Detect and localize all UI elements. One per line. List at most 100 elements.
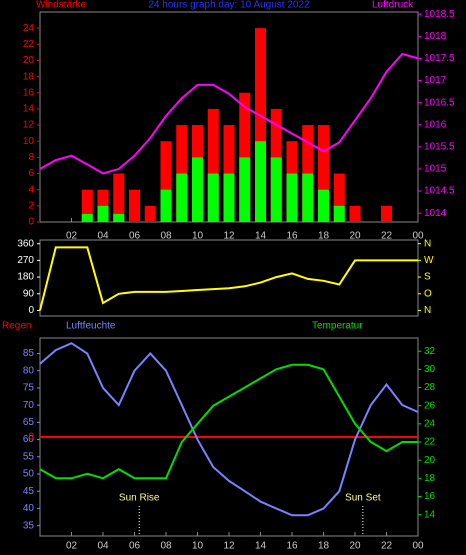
bar [191, 157, 204, 222]
x-tick-label: 16 [286, 541, 298, 552]
y-tick-label: 75 [23, 383, 35, 394]
y2-tick-label: N [424, 305, 431, 316]
y2-tick-label: W [424, 255, 434, 266]
y-tick-label: 360 [17, 238, 34, 249]
y-tick-label: 270 [17, 255, 34, 266]
x-tick-label: 16 [286, 231, 298, 242]
bar [223, 125, 235, 222]
series-line [39, 52, 419, 175]
x-tick-label: 20 [349, 231, 361, 242]
bar [302, 173, 314, 222]
x-tick-label: 22 [381, 541, 393, 552]
y2-tick-label: 1016.5 [424, 97, 455, 108]
bar [286, 173, 298, 222]
y2-tick-label: 1015.5 [424, 141, 455, 152]
bar [160, 189, 172, 222]
bar [176, 125, 188, 222]
bar [254, 141, 267, 222]
bar [128, 189, 141, 222]
x-tick-label: 12 [223, 541, 235, 552]
y-tick-label: 18 [23, 71, 35, 82]
annotation: Sun Rise [119, 493, 160, 504]
y-tick-label: 35 [23, 520, 35, 531]
y2-tick-label: 24 [424, 418, 436, 429]
series-line [39, 342, 419, 517]
x-tick-label: 04 [97, 231, 109, 242]
y-tick-label: 8 [28, 152, 34, 163]
y-tick-label: 180 [17, 272, 34, 283]
bar [270, 157, 282, 222]
bar [223, 173, 235, 222]
y-tick-label: 40 [23, 503, 35, 514]
bar [254, 28, 267, 223]
y-tick-label: 14 [23, 104, 35, 115]
x-tick-label: 06 [129, 541, 141, 552]
x-tick-label: 02 [66, 541, 78, 552]
series-line [39, 363, 418, 480]
x-tick-label: 10 [192, 541, 204, 552]
y-tick-label: 0 [28, 305, 34, 316]
y2-tick-label: 1014.5 [424, 186, 455, 197]
series-name: Temperatur [312, 321, 363, 332]
y-tick-label: 20 [23, 55, 35, 66]
y-tick-label: 85 [23, 348, 35, 359]
y-tick-label: 0 [28, 217, 34, 228]
bar [239, 157, 251, 222]
annotation: Sun Set [345, 493, 381, 504]
x-tick-label: 00 [412, 541, 424, 552]
y2-tick-label: 22 [424, 437, 436, 448]
bar [97, 205, 109, 222]
y-tick-label: 24 [23, 23, 35, 34]
x-tick-label: 22 [381, 231, 393, 242]
y2-tick-label: 20 [424, 455, 436, 466]
bar [380, 205, 393, 222]
y2-tick-label: S [424, 272, 431, 283]
y-tick-label: 45 [23, 486, 35, 497]
y2-tick-label: 1015 [424, 164, 447, 175]
y-tick-label: 90 [23, 288, 35, 299]
y2-tick-label: 1018 [424, 31, 447, 42]
y-tick-label: 50 [23, 469, 35, 480]
y2-tick-label: 30 [424, 364, 436, 375]
series-name: Windstärke [36, 0, 86, 11]
bar [113, 173, 125, 222]
series-name: Luftdruck [372, 0, 414, 11]
x-tick-label: 20 [349, 541, 361, 552]
y2-tick-label: 28 [424, 382, 436, 393]
series-line [39, 246, 418, 311]
x-tick-label: 08 [160, 541, 172, 552]
x-tick-label: 08 [160, 231, 172, 242]
y2-tick-label: 16 [424, 491, 436, 502]
bar [176, 173, 188, 222]
series-name: Luftfeuchte [66, 321, 116, 332]
bar [207, 108, 219, 222]
y-tick-label: 2 [28, 200, 34, 211]
y2-tick-label: 32 [424, 346, 436, 357]
x-tick-label: 10 [192, 231, 204, 242]
y2-tick-label: 1016 [424, 119, 447, 130]
series-name: Regen [2, 321, 31, 332]
y-tick-label: 4 [28, 184, 34, 195]
x-tick-label: 18 [318, 231, 330, 242]
y-tick-label: 16 [23, 87, 35, 98]
bar [113, 213, 125, 222]
y-tick-label: 65 [23, 417, 35, 428]
bar [333, 173, 345, 222]
y-tick-label: 70 [23, 400, 35, 411]
x-tick-label: 14 [255, 541, 267, 552]
y-tick-label: 10 [23, 136, 35, 147]
y2-tick-label: 1014 [424, 208, 447, 219]
x-tick-label: 04 [97, 541, 109, 552]
y-tick-label: 22 [23, 39, 35, 50]
y-tick-label: 60 [23, 434, 35, 445]
y-tick-label: 55 [23, 451, 35, 462]
plot-frame [39, 239, 419, 317]
x-tick-label: 06 [129, 231, 141, 242]
y2-tick-label: 26 [424, 400, 436, 411]
bar [302, 125, 314, 222]
bar [317, 125, 330, 222]
y2-tick-label: 1017.5 [424, 53, 455, 64]
bar [349, 205, 361, 222]
